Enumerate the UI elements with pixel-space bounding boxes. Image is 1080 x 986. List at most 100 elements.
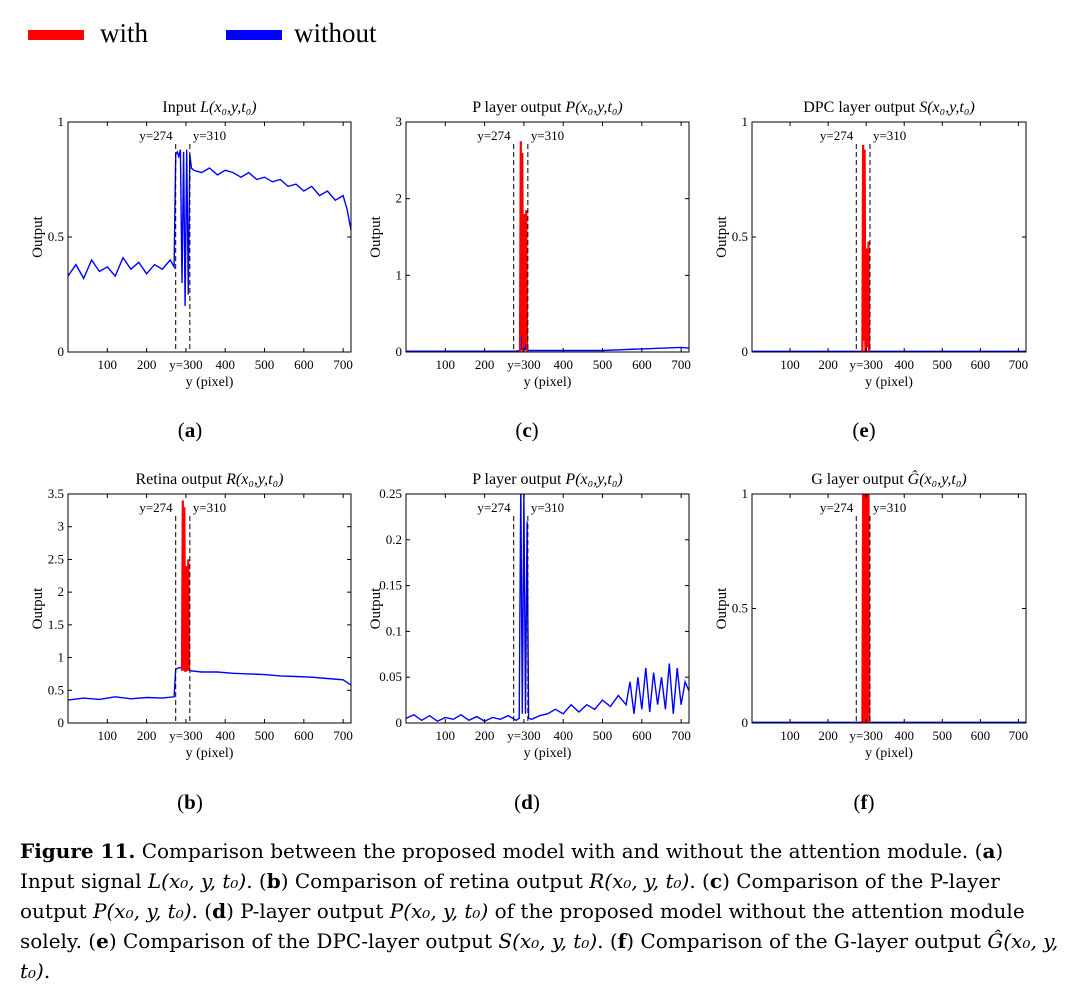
panel-label-a: (a) (177, 418, 203, 442)
x-tick-label: 200 (137, 728, 157, 743)
x-tick-label: 600 (971, 357, 991, 372)
x-tick-label: 100 (436, 728, 456, 743)
x-tick-label: 600 (632, 357, 652, 372)
marker-label-274: y=274 (139, 128, 173, 143)
y-tick-label: 0.15 (379, 578, 402, 593)
x-tick-label: 100 (780, 728, 800, 743)
caption-panel-ref: c (709, 869, 723, 893)
x-tick-label: 400 (894, 357, 914, 372)
chart-title: G layer output Ĝ(x₀,y,t₀) (811, 469, 967, 488)
chart-f: G layer output Ĝ(x₀,y,t₀) y=274 y=310 100 20… (714, 469, 1028, 761)
y-tick-label: 0 (58, 344, 65, 359)
x-tick-label: 100 (436, 357, 456, 372)
x-tick-label: 500 (933, 357, 953, 372)
series-line-with (180, 500, 191, 672)
plot-frame (751, 493, 1027, 724)
x-tick-label: y=300 (849, 357, 882, 372)
y-axis-label: Output (30, 215, 46, 258)
caption-text: . ( (246, 869, 267, 893)
x-tick-label: 400 (553, 728, 573, 743)
y-tick-label: 0 (396, 715, 403, 730)
caption-math: L(x₀, y, t₀) (147, 869, 247, 893)
panel-label-f: (f) (853, 790, 875, 814)
caption-panel-ref: f (617, 929, 627, 953)
legend-swatch-without (226, 30, 282, 40)
x-tick-label: 600 (632, 728, 652, 743)
x-tick-label: y=300 (507, 728, 540, 743)
caption-text: . ( (597, 929, 618, 953)
x-tick-label: 400 (894, 728, 914, 743)
marker-label-310: y=310 (193, 128, 226, 143)
y-tick-label: 0.5 (732, 601, 748, 616)
chart-title-math: L(x₀,y,t₀) (199, 99, 256, 116)
chart-title-text: P layer output (472, 99, 565, 116)
y-tick-label: 1 (58, 114, 65, 129)
chart-e: DPC layer output S(x₀,y,t₀)y=274 y=310100… (714, 99, 1028, 390)
caption-text: ) Comparison of the P-layer output (20, 869, 1000, 923)
chart-title-text: DPC layer output (803, 99, 919, 116)
chart-title-text: P layer output (472, 471, 565, 488)
x-tick-label: y=300 (169, 728, 202, 743)
series-line-without (68, 149, 351, 307)
x-tick-label: 500 (593, 728, 613, 743)
series-line-with (518, 141, 529, 352)
chart-title: Input L(x₀,y,t₀) (162, 99, 256, 116)
y-tick-label: 1 (742, 486, 749, 501)
caption-math: P(x₀, y, t₀) (389, 899, 489, 923)
x-tick-label: 700 (333, 728, 353, 743)
y-axis-label: Output (368, 587, 384, 630)
y-axis-label: Output (714, 215, 730, 258)
x-tick-label: 200 (475, 728, 495, 743)
caption-text: of the proposed model without the attent… (20, 899, 1025, 953)
x-tick-label: 700 (333, 357, 353, 372)
x-tick-label: 500 (933, 728, 953, 743)
chart-title-math: S(x₀,y,t₀) (919, 99, 975, 116)
marker-label-274: y=274 (820, 128, 854, 143)
x-axis-label: y (pixel) (524, 746, 572, 761)
x-tick-label: 700 (671, 357, 691, 372)
y-tick-label: 0.05 (379, 669, 402, 684)
caption-math: R(x₀, y, t₀) (589, 869, 690, 893)
x-tick-label: 200 (818, 728, 838, 743)
y-tick-label: 0.2 (386, 532, 402, 547)
series-line-without (406, 332, 689, 352)
legend-swatch-with (28, 30, 84, 40)
y-tick-label: 1 (58, 650, 65, 665)
plot-frame (405, 493, 690, 724)
x-axis-label: y (pixel) (865, 375, 913, 390)
x-tick-label: 400 (215, 357, 235, 372)
y-tick-label: 1 (742, 114, 749, 129)
caption-text: Comparison between the proposed model wi… (135, 839, 983, 863)
caption-panel-ref: a (982, 839, 996, 863)
y-tick-label: 3 (58, 519, 65, 534)
chart-title-math: P(x₀,y,t₀) (564, 99, 622, 116)
y-axis-label: Output (368, 215, 384, 258)
marker-label-274: y=274 (139, 500, 173, 515)
y-tick-label: 0.1 (386, 623, 402, 638)
plot-frame (67, 493, 352, 724)
marker-label-310: y=310 (531, 500, 564, 515)
chart-title-text: Input (162, 99, 200, 116)
x-tick-label: 500 (255, 728, 275, 743)
plot-frame (751, 121, 1027, 353)
chart-title-math: P(x₀,y,t₀) (564, 471, 622, 488)
y-tick-label: 2 (58, 584, 65, 599)
chart-title: Retina output R(x₀,y,t₀) (136, 471, 284, 488)
panel-label-c: (c) (515, 418, 539, 442)
caption-text: . ( (191, 899, 213, 923)
marker-label-310: y=310 (873, 128, 906, 143)
y-tick-label: 0 (742, 344, 749, 359)
y-tick-label: 0 (396, 344, 403, 359)
marker-label-274: y=274 (477, 500, 511, 515)
caption-panel-ref: b (266, 869, 281, 893)
x-axis-label: y (pixel) (186, 746, 234, 761)
caption-text: ) P-layer output (226, 899, 390, 923)
x-tick-label: y=300 (507, 357, 540, 372)
legend: with without (28, 14, 628, 54)
x-axis-label: y (pixel) (524, 375, 572, 390)
x-tick-label: 100 (98, 357, 118, 372)
y-tick-label: 2.5 (48, 551, 64, 566)
plot-frame (67, 121, 352, 353)
y-tick-label: 1.5 (48, 617, 64, 632)
panel-label-d: (d) (514, 790, 540, 814)
